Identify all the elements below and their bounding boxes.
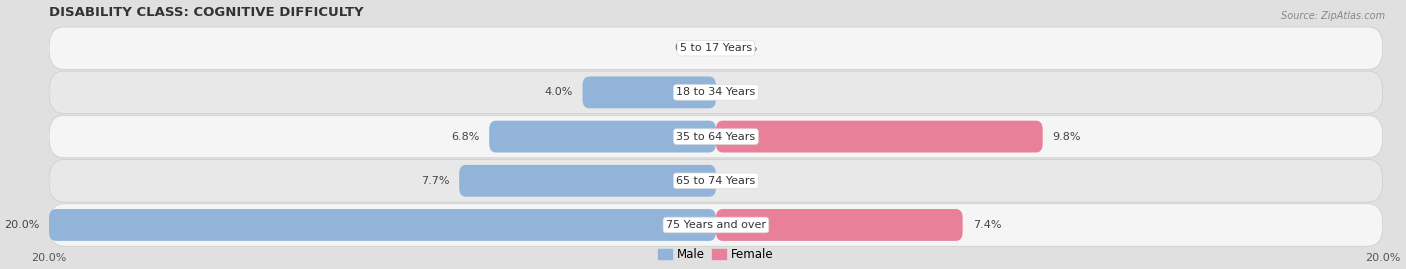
Text: 5 to 17 Years: 5 to 17 Years — [681, 43, 752, 53]
FancyBboxPatch shape — [49, 115, 1382, 158]
Text: 0.0%: 0.0% — [730, 43, 758, 53]
Text: 0.0%: 0.0% — [730, 176, 758, 186]
FancyBboxPatch shape — [489, 121, 716, 153]
Text: 65 to 74 Years: 65 to 74 Years — [676, 176, 755, 186]
Text: 20.0%: 20.0% — [4, 220, 39, 230]
Text: DISABILITY CLASS: COGNITIVE DIFFICULTY: DISABILITY CLASS: COGNITIVE DIFFICULTY — [49, 6, 364, 19]
Text: 6.8%: 6.8% — [451, 132, 479, 141]
FancyBboxPatch shape — [49, 27, 1382, 69]
Text: 9.8%: 9.8% — [1053, 132, 1081, 141]
FancyBboxPatch shape — [49, 160, 1382, 202]
Text: 18 to 34 Years: 18 to 34 Years — [676, 87, 755, 97]
Text: 7.7%: 7.7% — [420, 176, 449, 186]
FancyBboxPatch shape — [460, 165, 716, 197]
Text: 7.4%: 7.4% — [973, 220, 1001, 230]
FancyBboxPatch shape — [716, 121, 1043, 153]
FancyBboxPatch shape — [716, 209, 963, 241]
FancyBboxPatch shape — [49, 71, 1382, 114]
Text: 4.0%: 4.0% — [544, 87, 572, 97]
Text: 75 Years and over: 75 Years and over — [666, 220, 766, 230]
FancyBboxPatch shape — [49, 209, 716, 241]
Text: 0.0%: 0.0% — [675, 43, 703, 53]
Text: Source: ZipAtlas.com: Source: ZipAtlas.com — [1281, 11, 1385, 21]
FancyBboxPatch shape — [582, 76, 716, 108]
Text: 0.0%: 0.0% — [730, 87, 758, 97]
Legend: Male, Female: Male, Female — [658, 248, 773, 261]
Text: 35 to 64 Years: 35 to 64 Years — [676, 132, 755, 141]
FancyBboxPatch shape — [49, 204, 1382, 246]
